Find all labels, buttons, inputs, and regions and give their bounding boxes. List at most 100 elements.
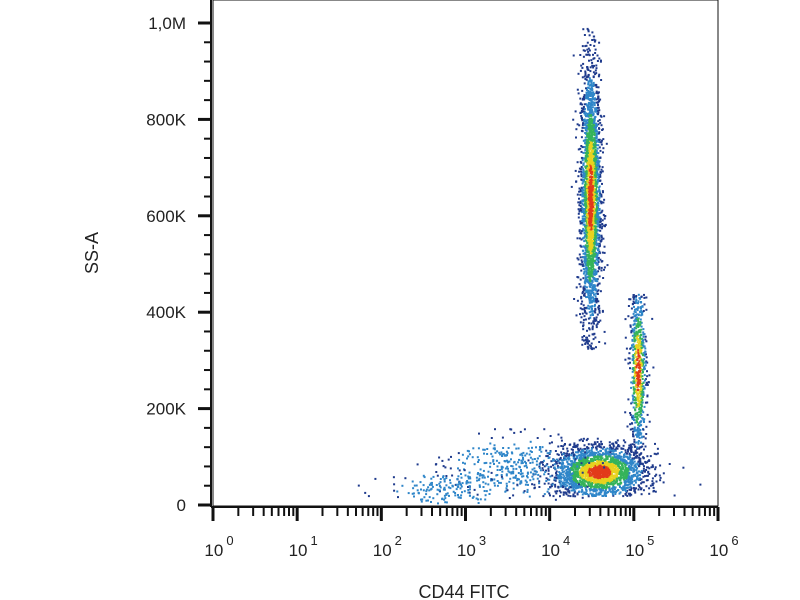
data-point bbox=[609, 472, 612, 475]
data-point bbox=[601, 166, 604, 169]
data-point bbox=[603, 485, 606, 488]
data-point bbox=[587, 493, 590, 496]
data-point bbox=[594, 307, 597, 310]
data-point bbox=[644, 335, 647, 338]
data-point bbox=[592, 264, 595, 267]
data-point bbox=[582, 236, 585, 239]
data-point bbox=[586, 276, 589, 279]
data-point bbox=[584, 285, 587, 288]
data-point bbox=[586, 215, 589, 218]
data-point bbox=[584, 160, 587, 163]
data-point bbox=[584, 318, 587, 321]
data-point bbox=[594, 130, 597, 132]
data-point bbox=[637, 474, 640, 477]
data-point bbox=[587, 158, 589, 161]
data-point bbox=[612, 486, 615, 489]
data-point bbox=[590, 460, 593, 463]
data-point bbox=[583, 215, 586, 218]
data-point bbox=[597, 242, 600, 245]
data-point bbox=[583, 281, 586, 284]
data-point bbox=[635, 487, 637, 490]
data-point bbox=[577, 481, 580, 484]
data-point bbox=[595, 129, 598, 132]
data-point bbox=[600, 79, 603, 81]
data-point bbox=[553, 476, 556, 479]
data-point bbox=[587, 29, 590, 32]
data-point bbox=[585, 167, 588, 170]
data-point bbox=[586, 336, 588, 339]
data-point bbox=[589, 305, 592, 308]
data-point bbox=[592, 291, 595, 294]
data-point bbox=[586, 459, 589, 462]
data-point bbox=[585, 291, 588, 294]
data-point bbox=[582, 95, 585, 98]
data-point bbox=[590, 247, 593, 250]
data-point bbox=[595, 229, 598, 232]
data-point bbox=[584, 139, 587, 142]
data-point bbox=[562, 447, 565, 450]
data-point bbox=[583, 75, 586, 78]
data-point bbox=[547, 469, 550, 472]
data-point bbox=[592, 208, 595, 210]
data-point bbox=[588, 481, 591, 484]
data-point bbox=[633, 391, 636, 393]
data-point bbox=[599, 493, 602, 496]
data-point bbox=[581, 203, 584, 205]
data-point bbox=[578, 197, 580, 200]
data-point bbox=[644, 460, 647, 463]
data-point bbox=[574, 169, 577, 172]
data-point bbox=[586, 448, 589, 451]
data-point bbox=[632, 395, 635, 398]
data-point bbox=[606, 456, 609, 459]
data-point bbox=[626, 486, 629, 489]
data-point bbox=[611, 466, 614, 468]
data-point bbox=[598, 307, 601, 310]
data-point bbox=[584, 244, 587, 247]
data-point bbox=[596, 223, 599, 226]
data-point bbox=[623, 453, 626, 456]
data-point bbox=[581, 308, 584, 311]
data-point bbox=[584, 486, 587, 489]
data-point bbox=[572, 446, 575, 448]
data-point bbox=[587, 50, 590, 53]
data-point bbox=[613, 453, 616, 456]
data-point bbox=[591, 348, 594, 351]
data-point bbox=[592, 144, 595, 146]
data-point bbox=[586, 97, 589, 100]
data-point bbox=[584, 453, 587, 456]
data-point bbox=[627, 468, 630, 470]
data-point bbox=[592, 114, 595, 117]
data-point bbox=[600, 238, 603, 241]
data-point bbox=[593, 319, 596, 322]
data-point bbox=[650, 466, 653, 469]
data-point bbox=[613, 461, 616, 464]
data-point bbox=[591, 164, 594, 167]
data-point bbox=[590, 447, 593, 450]
data-point bbox=[601, 225, 604, 228]
data-point bbox=[576, 237, 579, 240]
data-point bbox=[624, 462, 627, 464]
data-point bbox=[629, 460, 632, 463]
data-point bbox=[635, 434, 638, 437]
data-point bbox=[578, 237, 581, 240]
data-point bbox=[567, 494, 570, 497]
data-point bbox=[592, 174, 595, 176]
data-point bbox=[588, 282, 591, 285]
data-point bbox=[622, 472, 625, 475]
data-point bbox=[632, 433, 634, 436]
data-point bbox=[582, 277, 585, 280]
data-point bbox=[581, 171, 584, 174]
data-point bbox=[636, 416, 638, 419]
data-point bbox=[598, 146, 601, 149]
data-point bbox=[575, 480, 577, 483]
data-point bbox=[610, 471, 613, 474]
data-point bbox=[590, 292, 593, 295]
data-point bbox=[595, 230, 598, 233]
data-point bbox=[592, 227, 595, 229]
data-point bbox=[632, 386, 635, 389]
data-point bbox=[614, 471, 617, 474]
data-point bbox=[589, 70, 592, 73]
data-point bbox=[616, 474, 618, 477]
data-point bbox=[588, 127, 591, 130]
data-point bbox=[590, 99, 593, 102]
